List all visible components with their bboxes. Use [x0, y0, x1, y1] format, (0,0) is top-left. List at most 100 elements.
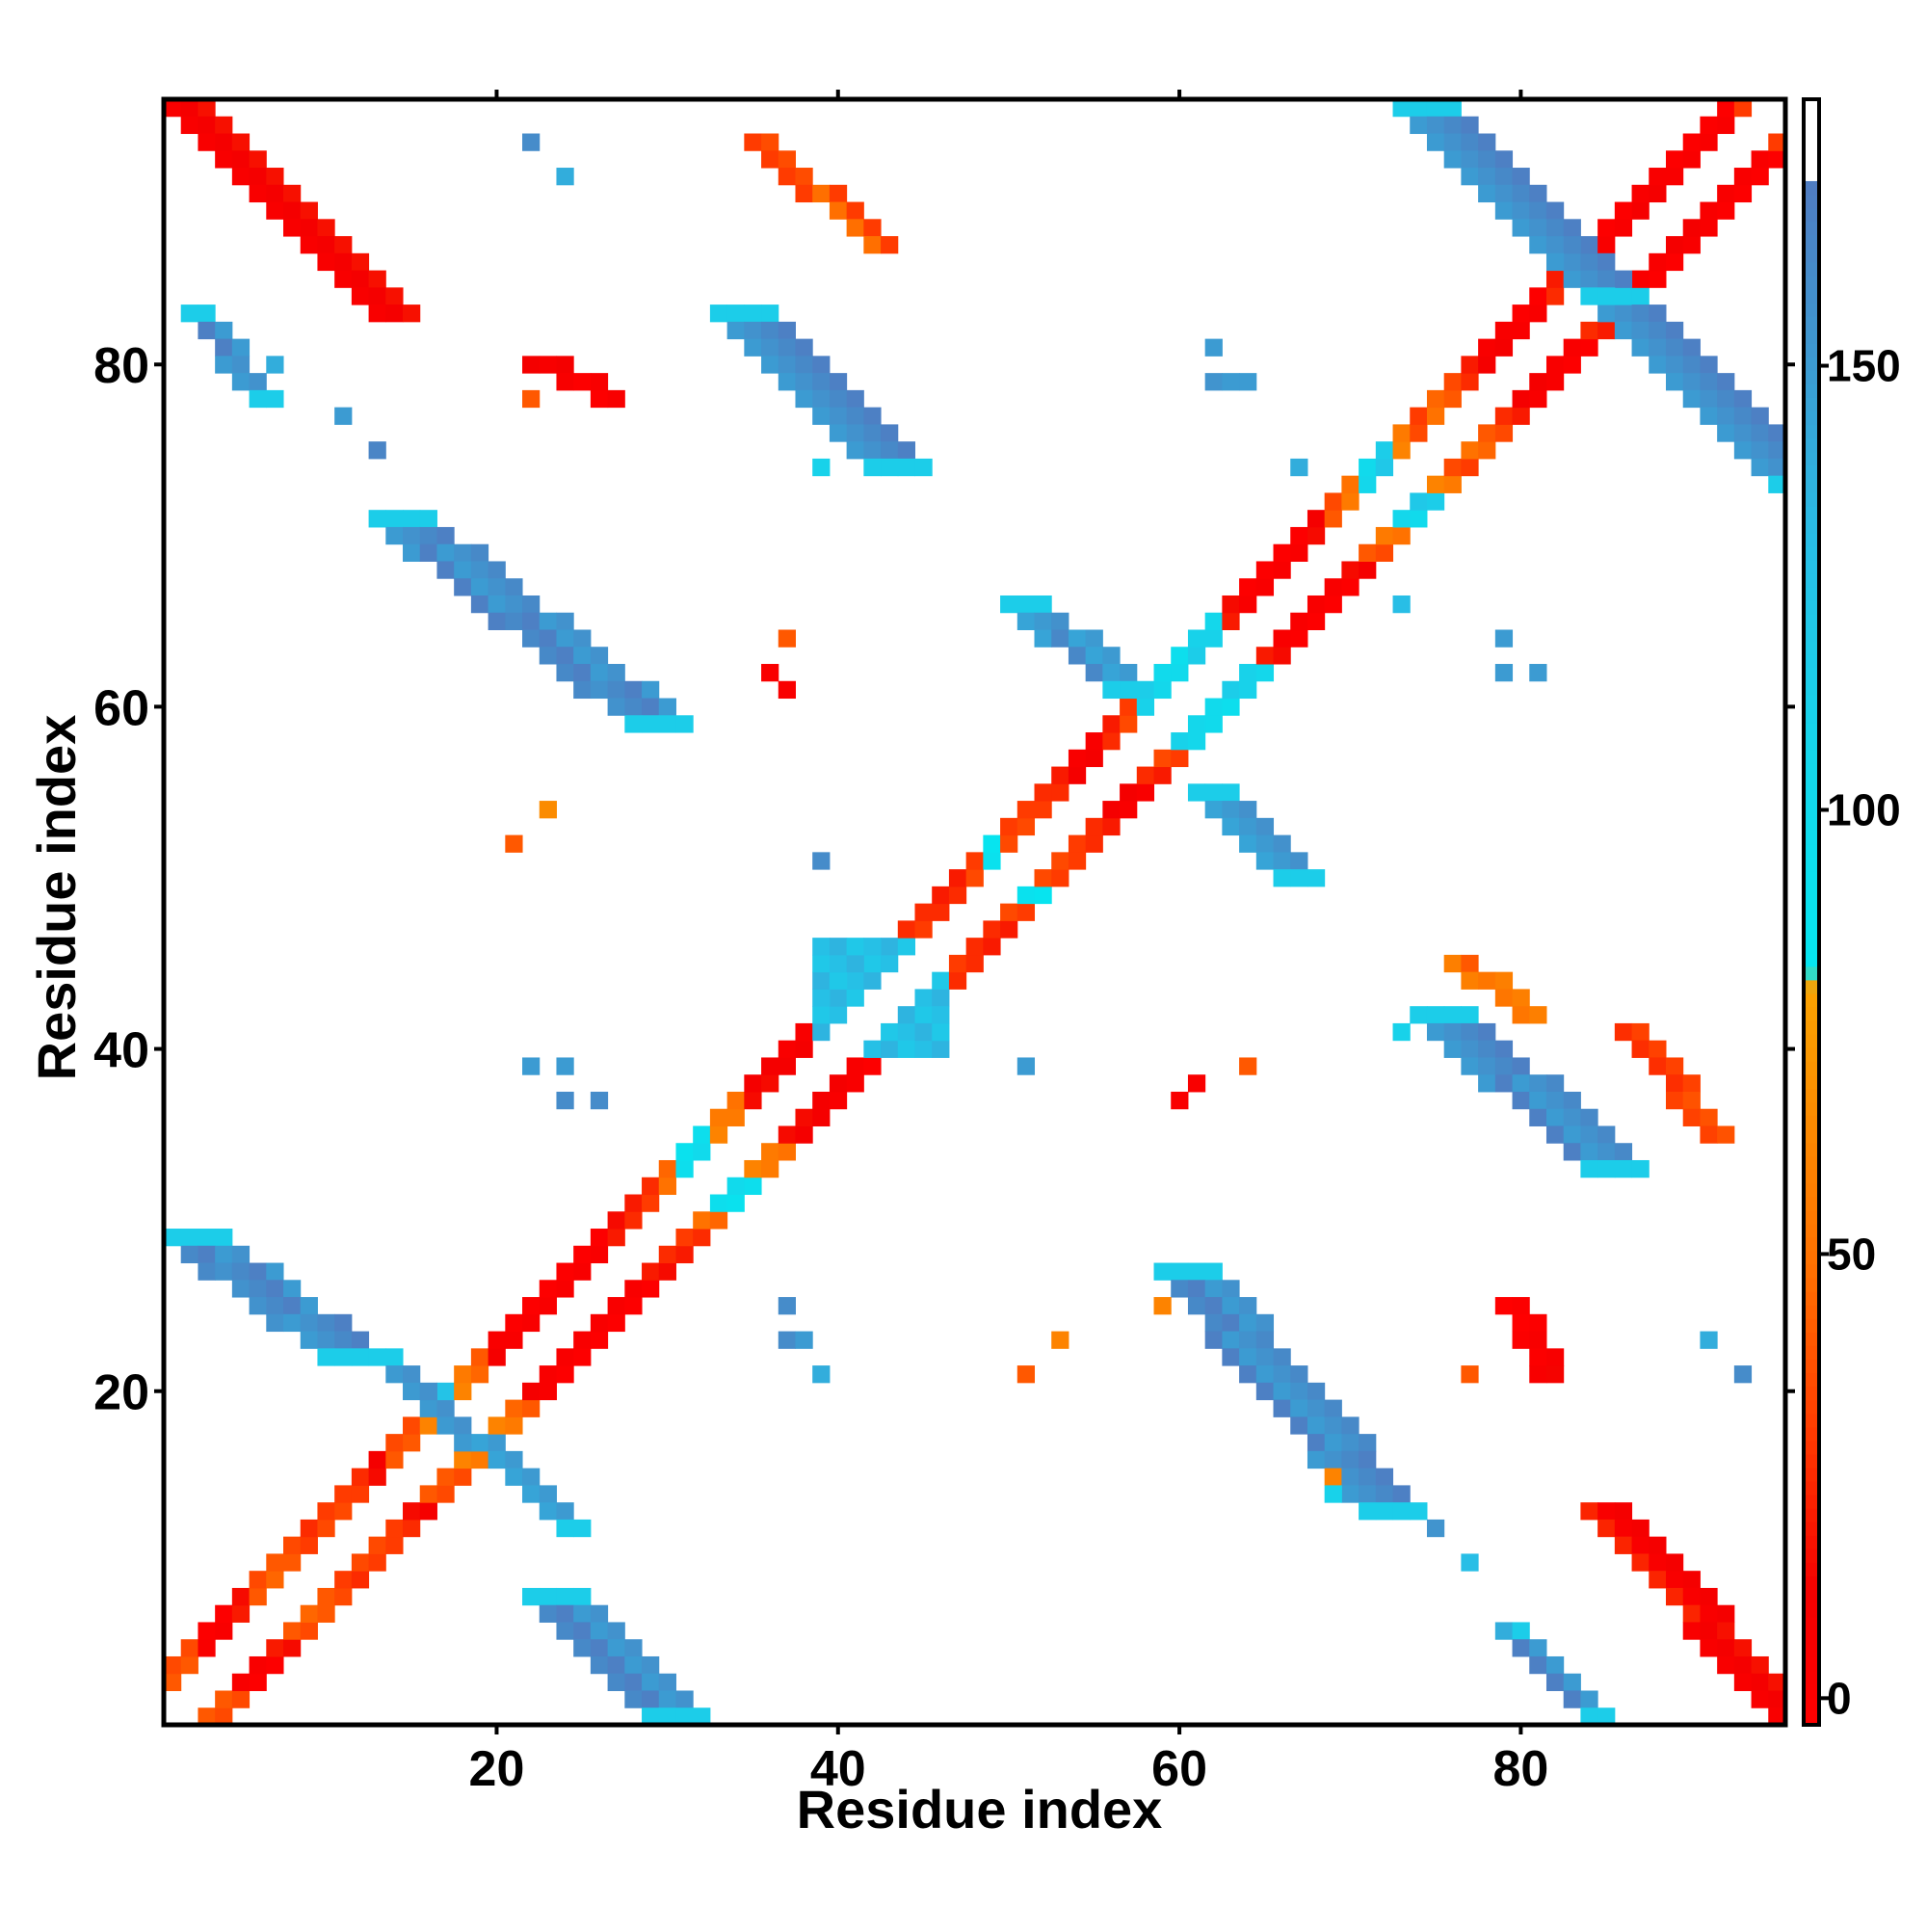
heatmap-cell: [1307, 510, 1326, 528]
heatmap-cell: [1494, 1040, 1514, 1058]
heatmap-cell: [1307, 1399, 1326, 1417]
colorbar-segment: [1804, 776, 1819, 791]
heatmap-cell: [693, 1125, 711, 1144]
heatmap-cell: [693, 1229, 711, 1247]
heatmap-cell: [1255, 1348, 1275, 1366]
colorbar-segment: [1804, 844, 1819, 859]
heatmap-cell: [1545, 287, 1565, 305]
heatmap-cell: [1494, 407, 1514, 425]
heatmap-cell: [709, 1211, 728, 1230]
heatmap-cell: [1239, 1331, 1257, 1349]
heatmap-cell: [1290, 612, 1308, 630]
heatmap-cell: [556, 1604, 574, 1623]
heatmap-cell: [624, 1211, 643, 1230]
heatmap-cell: [1768, 150, 1786, 169]
heatmap-cell: [488, 595, 506, 614]
heatmap-cell: [368, 1468, 386, 1486]
colorbar-segment: [1804, 804, 1819, 818]
heatmap-cell: [1614, 1159, 1633, 1178]
heatmap-cell: [1290, 1382, 1308, 1401]
heatmap-cell: [863, 938, 882, 956]
heatmap-cell: [1187, 1280, 1206, 1298]
heatmap-cell: [1751, 168, 1769, 186]
heatmap-cell: [215, 1245, 233, 1264]
colorbar-segment: [1804, 248, 1819, 263]
colorbar-segment: [1804, 275, 1819, 290]
colorbar-segment: [1804, 343, 1819, 357]
heatmap-cell: [1631, 287, 1650, 305]
colorbar-segment: [1804, 315, 1819, 331]
colorbar-segment: [1804, 979, 1819, 994]
heatmap-cell: [385, 1450, 404, 1469]
heatmap-cell: [624, 680, 643, 700]
heatmap-cell: [1426, 475, 1445, 493]
heatmap-cell: [522, 1313, 541, 1333]
heatmap-cell: [180, 1655, 198, 1675]
heatmap-cell: [317, 1604, 335, 1623]
heatmap-cell: [1545, 1673, 1565, 1691]
heatmap-cell: [1563, 252, 1581, 272]
heatmap-cell: [1426, 1006, 1445, 1024]
heatmap-cell: [1700, 1639, 1718, 1657]
colorbar-segment: [1804, 1034, 1819, 1048]
heatmap-cell: [778, 1057, 796, 1075]
heatmap-cell: [1443, 458, 1462, 477]
heatmap-cell: [231, 150, 251, 169]
heatmap-cell: [1682, 150, 1701, 169]
heatmap-cell: [897, 441, 915, 460]
heatmap-cell: [726, 1194, 745, 1212]
heatmap-cell: [300, 1313, 318, 1333]
heatmap-cell: [846, 1074, 864, 1093]
heatmap-cell: [385, 1365, 404, 1384]
heatmap-cell: [470, 561, 489, 579]
heatmap-cell: [778, 321, 796, 340]
heatmap-cell: [470, 1365, 489, 1384]
heatmap-cell: [1273, 852, 1291, 870]
heatmap-cell: [1307, 612, 1326, 630]
heatmap-cell: [573, 664, 592, 682]
colorbar-segment: [1804, 357, 1819, 371]
heatmap-cell: [812, 407, 831, 425]
heatmap-cell: [1255, 647, 1275, 665]
heatmap-cell: [317, 1587, 335, 1606]
colorbar-segment: [1804, 952, 1819, 967]
heatmap-cell: [1649, 252, 1667, 272]
heatmap-cell: [932, 989, 950, 1007]
heatmap-cell: [693, 1211, 711, 1230]
colorbar-segment: [1804, 451, 1819, 466]
heatmap-cell: [1545, 373, 1565, 391]
heatmap-cell: [231, 1587, 251, 1606]
heatmap-cell: [1665, 356, 1684, 374]
heatmap-cell: [658, 1245, 676, 1264]
heatmap-cell: [1102, 680, 1121, 700]
heatmap-cell: [1255, 1313, 1275, 1333]
heatmap-cell: [1443, 475, 1462, 493]
heatmap-cell: [454, 1416, 472, 1435]
heatmap-cell: [419, 1416, 437, 1435]
heatmap-cell: [1443, 1006, 1462, 1024]
heatmap-cell: [403, 526, 421, 545]
heatmap-cell: [488, 1331, 506, 1349]
heatmap-cell: [1580, 252, 1598, 272]
colorbar-segment: [1804, 1101, 1819, 1116]
heatmap-cell: [1631, 304, 1650, 323]
heatmap-cell: [744, 321, 762, 340]
heatmap-cell: [249, 150, 267, 169]
heatmap-cell: [1016, 903, 1036, 921]
colorbar-segment: [1804, 153, 1819, 168]
colorbar-tick-label: 150: [1827, 341, 1901, 391]
heatmap-cell: [1307, 869, 1326, 887]
heatmap-cell: [1631, 1519, 1650, 1538]
heatmap-cell: [505, 595, 523, 614]
heatmap-cell: [1494, 424, 1514, 442]
heatmap-cell: [1290, 1399, 1308, 1417]
heatmap-cell: [1545, 1125, 1565, 1144]
heatmap-cell: [351, 1331, 370, 1349]
heatmap-cell: [385, 287, 404, 305]
heatmap-cell: [829, 938, 848, 956]
heatmap-cell: [1222, 1313, 1240, 1333]
heatmap-cell: [1733, 407, 1753, 425]
heatmap-cell: [1597, 1125, 1616, 1144]
heatmap-cell: [283, 1639, 302, 1657]
heatmap-cell: [1187, 1074, 1206, 1093]
